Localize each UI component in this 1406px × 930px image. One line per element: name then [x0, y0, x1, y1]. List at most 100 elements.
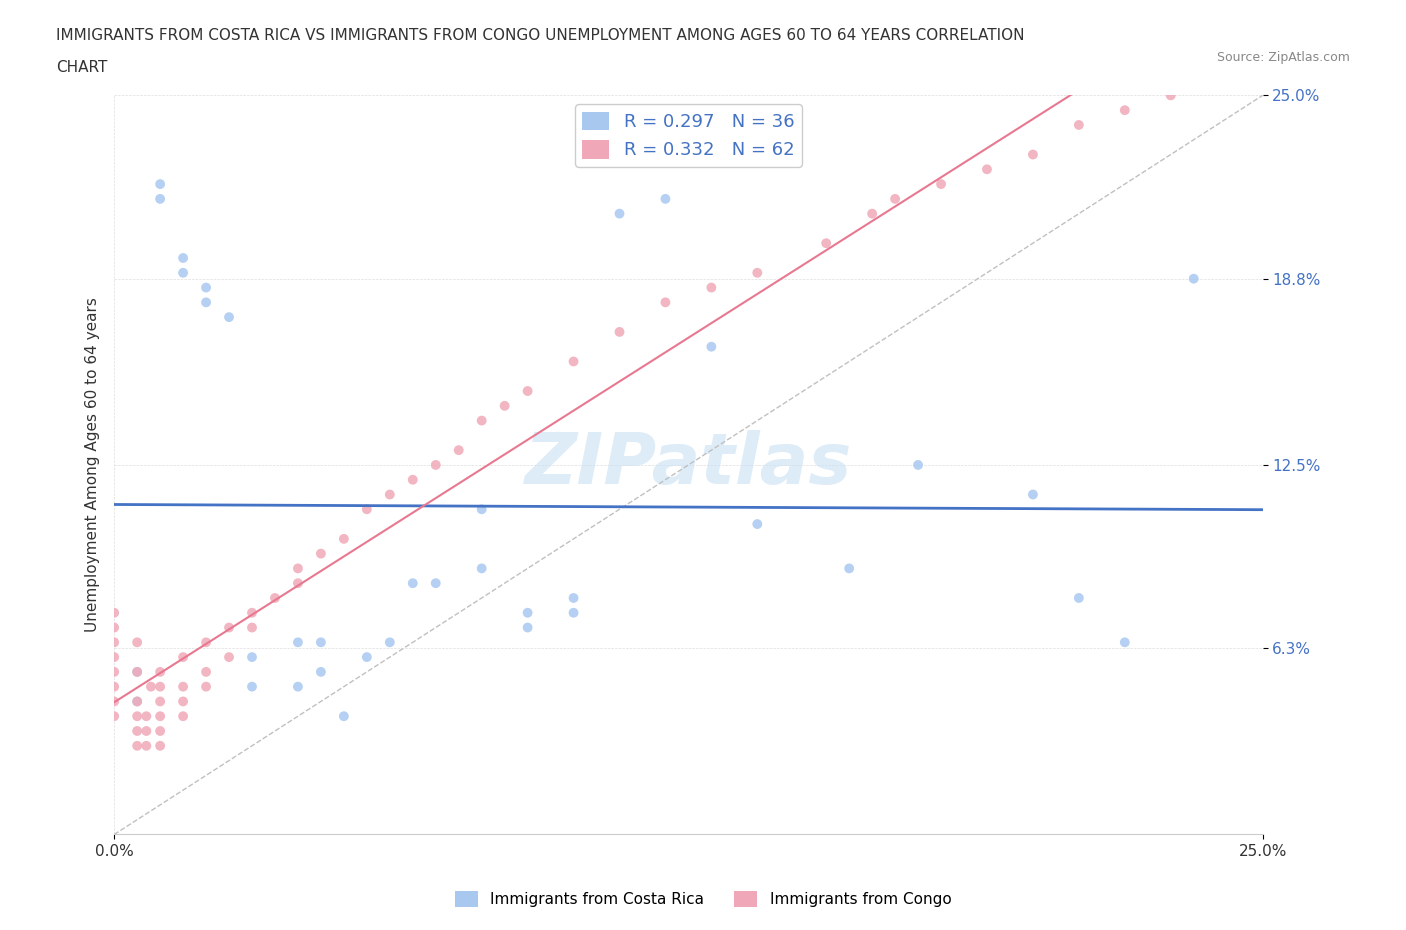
Point — [149, 679, 172, 694]
Point — [135, 709, 157, 724]
Point — [127, 709, 149, 724]
Point — [127, 738, 149, 753]
Point — [127, 694, 149, 709]
Point — [195, 280, 218, 295]
Point — [1067, 117, 1090, 132]
Point — [654, 192, 676, 206]
Point — [907, 458, 929, 472]
Point — [815, 236, 838, 251]
Point — [1022, 147, 1045, 162]
Point — [127, 635, 149, 650]
Point — [240, 650, 263, 665]
Point — [884, 192, 907, 206]
Point — [135, 738, 157, 753]
Point — [402, 576, 425, 591]
Point — [562, 354, 585, 369]
Point — [609, 325, 631, 339]
Point — [1022, 487, 1045, 502]
Legend: Immigrants from Costa Rica, Immigrants from Congo: Immigrants from Costa Rica, Immigrants f… — [449, 884, 957, 913]
Point — [139, 679, 162, 694]
Point — [309, 664, 332, 679]
Point — [378, 487, 401, 502]
Point — [1160, 88, 1182, 103]
Point — [149, 177, 172, 192]
Point — [287, 576, 309, 591]
Point — [149, 664, 172, 679]
Point — [700, 280, 723, 295]
Point — [747, 265, 769, 280]
Point — [172, 709, 194, 724]
Point — [149, 738, 172, 753]
Point — [127, 664, 149, 679]
Point — [264, 591, 287, 605]
Point — [654, 295, 676, 310]
Point — [976, 162, 998, 177]
Point — [149, 724, 172, 738]
Point — [562, 605, 585, 620]
Point — [471, 561, 494, 576]
Point — [838, 561, 860, 576]
Point — [516, 383, 538, 398]
Point — [127, 724, 149, 738]
Point — [1114, 102, 1136, 117]
Point — [127, 664, 149, 679]
Point — [103, 635, 125, 650]
Text: ZIPatlas: ZIPatlas — [524, 431, 852, 499]
Point — [172, 679, 194, 694]
Point — [172, 694, 194, 709]
Point — [494, 398, 516, 413]
Point — [356, 650, 378, 665]
Point — [700, 339, 723, 354]
Point — [1182, 272, 1205, 286]
Point — [447, 443, 470, 458]
Point — [287, 561, 309, 576]
Point — [747, 517, 769, 532]
Point — [149, 192, 172, 206]
Y-axis label: Unemployment Among Ages 60 to 64 years: Unemployment Among Ages 60 to 64 years — [86, 298, 100, 632]
Point — [309, 635, 332, 650]
Point — [103, 650, 125, 665]
Point — [378, 635, 401, 650]
Point — [103, 709, 125, 724]
Point — [425, 576, 447, 591]
Point — [240, 620, 263, 635]
Point — [929, 177, 952, 192]
Text: CHART: CHART — [56, 60, 108, 75]
Point — [333, 709, 356, 724]
Point — [103, 620, 125, 635]
Point — [287, 679, 309, 694]
Point — [1067, 591, 1090, 605]
Point — [172, 650, 194, 665]
Point — [333, 531, 356, 546]
Point — [103, 664, 125, 679]
Point — [195, 679, 218, 694]
Point — [309, 546, 332, 561]
Point — [287, 635, 309, 650]
Point — [516, 605, 538, 620]
Point — [103, 605, 125, 620]
Point — [425, 458, 447, 472]
Point — [172, 265, 194, 280]
Point — [172, 250, 194, 265]
Point — [516, 620, 538, 635]
Point — [471, 502, 494, 517]
Point — [135, 724, 157, 738]
Point — [195, 664, 218, 679]
Point — [127, 694, 149, 709]
Point — [1114, 635, 1136, 650]
Point — [471, 413, 494, 428]
Point — [402, 472, 425, 487]
Point — [218, 620, 240, 635]
Text: IMMIGRANTS FROM COSTA RICA VS IMMIGRANTS FROM CONGO UNEMPLOYMENT AMONG AGES 60 T: IMMIGRANTS FROM COSTA RICA VS IMMIGRANTS… — [56, 28, 1025, 43]
Point — [103, 679, 125, 694]
Point — [195, 635, 218, 650]
Point — [240, 679, 263, 694]
Point — [860, 206, 883, 221]
Point — [149, 694, 172, 709]
Point — [218, 650, 240, 665]
Point — [356, 502, 378, 517]
Point — [240, 605, 263, 620]
Text: Source: ZipAtlas.com: Source: ZipAtlas.com — [1216, 51, 1350, 64]
Point — [149, 709, 172, 724]
Point — [218, 310, 240, 325]
